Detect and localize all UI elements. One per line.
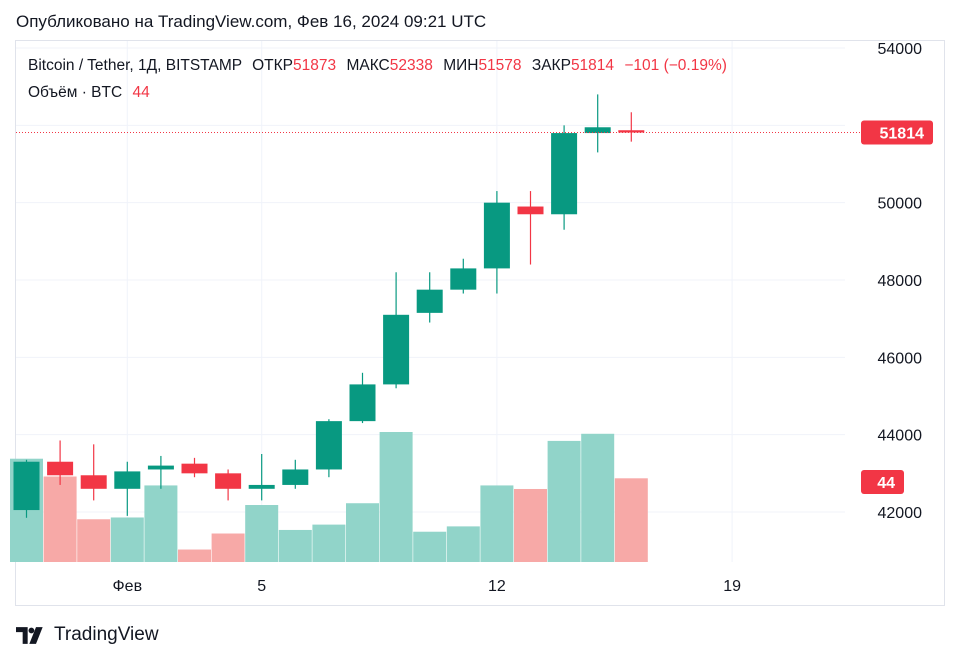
volume-bar [110, 517, 144, 562]
candle-body [282, 469, 309, 485]
candle-body [215, 473, 242, 489]
tradingview-logo-icon [16, 626, 43, 644]
candle-body [416, 289, 443, 313]
price-tick-label: 42000 [878, 505, 923, 522]
brand-footer[interactable]: TradingView [16, 624, 159, 646]
candle-body [248, 484, 275, 489]
volume-bar [581, 433, 615, 562]
volume-bar [413, 531, 447, 562]
close-value: 51814 [570, 57, 615, 74]
high-value: 52338 [389, 57, 433, 74]
volume-bar [211, 533, 245, 562]
published-caption: Опубликовано на TradingView.com, Фев 16,… [16, 12, 487, 31]
candle-body [13, 461, 40, 511]
date-tick-label: Фев [113, 578, 143, 595]
price-tick-label: 44000 [878, 428, 923, 445]
symbol-label[interactable]: Bitcoin / Tether, 1Д, BITSTAMP [28, 57, 242, 74]
open-value: 51873 [293, 57, 337, 74]
candle-body [551, 133, 578, 215]
last-volume-badge: 44 [877, 475, 895, 492]
volume-bar [178, 549, 211, 562]
price-tick-label: 48000 [878, 273, 923, 290]
candle-body [584, 127, 611, 134]
volume-bar [144, 485, 178, 562]
volume-label[interactable]: Объём · BTC [28, 84, 123, 101]
candle-body [147, 465, 174, 470]
volume-bar [77, 519, 111, 562]
volume-bar [346, 503, 379, 562]
last-volume-badge-bg [861, 470, 904, 494]
volume-bar [245, 505, 279, 562]
date-tick-label: 19 [723, 578, 741, 595]
volume-bar [312, 524, 346, 562]
price-tick-label: 54000 [878, 41, 923, 58]
volume-bar [547, 440, 581, 562]
date-tick-label: 12 [488, 578, 506, 595]
last-price-badge-bg [861, 120, 933, 145]
candle-body [114, 471, 141, 489]
chart-frame[interactable] [15, 40, 945, 606]
price-tick-label: 46000 [878, 350, 923, 367]
volume-bar [278, 529, 312, 562]
ohlc-legend: Bitcoin / Tether, 1Д, BITSTAMP ОТКР51873… [28, 57, 727, 75]
brand-name: TradingView [54, 624, 159, 645]
candle-body [181, 463, 208, 474]
volume-value: 44 [132, 84, 150, 101]
candle-body [80, 475, 107, 489]
volume-bar [514, 488, 547, 562]
volume-bar [379, 432, 413, 562]
date-tick-label: 5 [257, 578, 266, 595]
candle-body [47, 461, 74, 476]
candle-body [349, 384, 376, 422]
change-value: −101 (−0.19%) [624, 57, 727, 74]
volume-bar [446, 526, 480, 562]
volume-bar [43, 476, 77, 562]
candle-body [517, 206, 544, 215]
candle-body [618, 130, 645, 133]
last-price-badge: 51814 [880, 126, 925, 143]
low-label: МИН [443, 57, 479, 74]
volume-bar [614, 478, 648, 562]
price-tick-label: 50000 [878, 196, 923, 213]
low-value: 51578 [478, 57, 522, 74]
candle-body [483, 202, 510, 269]
candle-body [450, 268, 477, 290]
candle-body [383, 314, 410, 385]
candle-body [315, 421, 342, 470]
open-label: ОТКР [252, 57, 294, 74]
volume-legend: Объём · BTC 44 [28, 84, 150, 102]
volume-bar [480, 485, 514, 562]
high-label: МАКС [346, 57, 390, 74]
close-label: ЗАКР [531, 57, 571, 74]
